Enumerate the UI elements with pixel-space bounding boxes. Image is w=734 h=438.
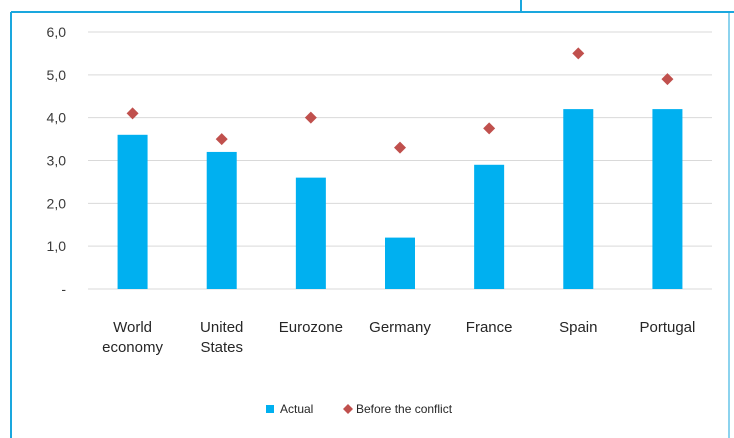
x-category-label: Portugal [639, 319, 695, 336]
marker-before-conflict [572, 47, 585, 60]
bar-actual [206, 151, 237, 289]
y-tick-label: - [61, 281, 66, 297]
legend-swatch-before-conflict [343, 404, 353, 414]
legend-label-actual: Actual [280, 402, 313, 416]
x-category-label: States [200, 339, 243, 356]
y-tick-label: 6,0 [47, 24, 67, 40]
x-category-label: Germany [369, 319, 431, 336]
bar-actual [385, 237, 415, 289]
marker-before-conflict [394, 141, 406, 154]
marker-before-conflict [483, 122, 496, 135]
legend-swatch-actual [266, 405, 274, 413]
marker-before-conflict [215, 133, 228, 146]
bar-actual [563, 109, 594, 289]
y-tick-label: 3,0 [47, 153, 67, 169]
legend-label-before-conflict: Before the conflict [356, 402, 453, 416]
marker-before-conflict [661, 73, 674, 86]
x-category-label: economy [102, 339, 163, 356]
x-category-label: France [466, 319, 513, 336]
y-tick-label: 2,0 [47, 195, 67, 211]
x-category-label: United [200, 319, 243, 336]
marker-before-conflict [304, 111, 317, 124]
y-tick-label: 5,0 [47, 67, 67, 83]
marker-before-conflict [126, 107, 139, 120]
y-tick-label: 4,0 [47, 110, 67, 126]
y-tick-label: 1,0 [47, 238, 67, 254]
bar-actual [474, 164, 505, 289]
bar-actual [652, 109, 683, 289]
bar-actual [295, 177, 326, 289]
bar-actual [117, 134, 148, 289]
x-category-label: World [113, 319, 152, 336]
x-category-label: Spain [559, 319, 597, 336]
x-category-label: Eurozone [279, 319, 343, 336]
